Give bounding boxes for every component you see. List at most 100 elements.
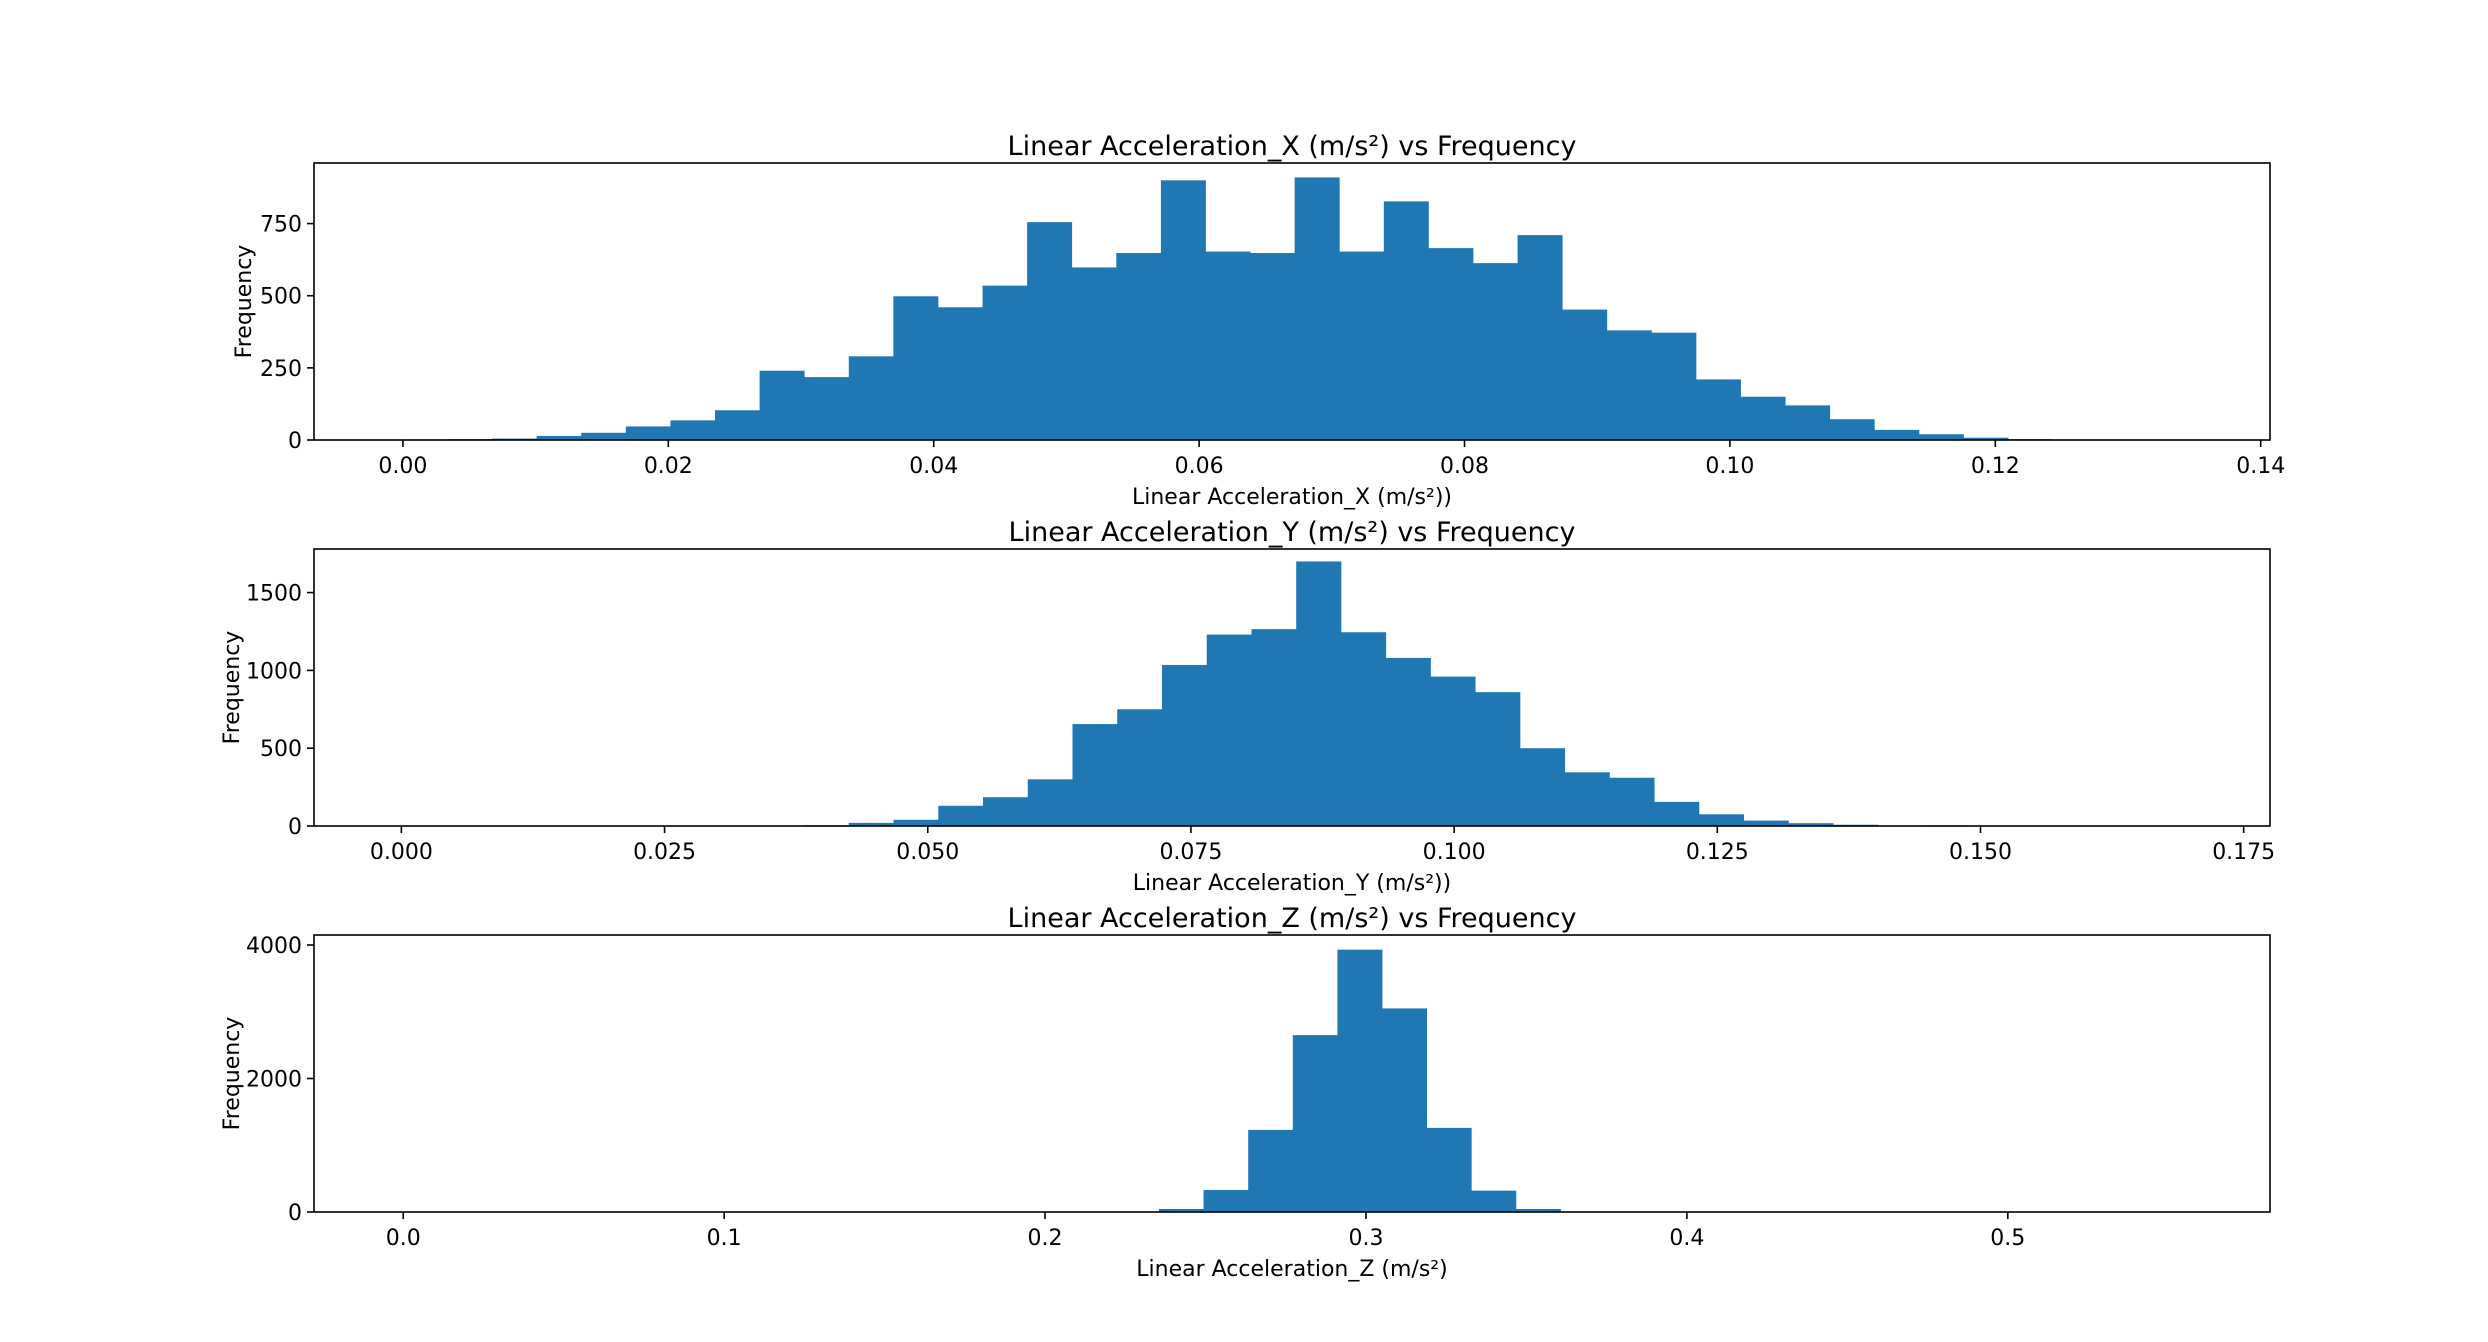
histogram-bar (1206, 634, 1252, 826)
histogram-bar (625, 426, 671, 440)
x-tick-label: 0.1 (707, 1226, 742, 1251)
x-tick-label: 0.075 (1159, 840, 1222, 865)
histogram-bar (1071, 267, 1117, 440)
x-tick-label: 0.00 (378, 454, 427, 479)
histogram-bar (1918, 434, 1964, 440)
x-tick-label: 0.100 (1423, 840, 1486, 865)
histogram-bar (1426, 1127, 1472, 1212)
plot-frame (313, 548, 2271, 827)
subplot-3: 0.0 0.1 0.2 0.3 0.4 0.5 0 2000 4000 Linear Accele… (220, 903, 2271, 1282)
histogram-bar (1475, 692, 1521, 826)
chart-title: Linear Acceleration_Y (m/s²) vs Frequenc… (1009, 517, 1576, 548)
histogram-bar (1743, 820, 1789, 826)
x-tick-label: 0.5 (1990, 1226, 2025, 1251)
histogram-bar (715, 410, 761, 440)
x-tick-label: 0.04 (909, 454, 958, 479)
y-tick-label: 500 (260, 737, 302, 762)
x-tick-label: 0.02 (644, 454, 693, 479)
x-tick-label: 0.14 (2236, 454, 2285, 479)
y-tick-label: 0 (288, 1201, 302, 1226)
histogram-bar (536, 435, 582, 440)
chart-title: Linear Acceleration_X (m/s²) vs Frequenc… (1008, 131, 1577, 162)
x-tick-label: 0.175 (2212, 840, 2275, 865)
histogram-bar (1251, 629, 1297, 826)
histogram-bar (1027, 222, 1073, 440)
histogram-bar (983, 797, 1029, 826)
histogram-bar (1651, 332, 1697, 440)
y-axis-label: Frequency (220, 1017, 245, 1131)
histogram-bar (1473, 263, 1518, 440)
x-tick-label: 0.2 (1028, 1226, 1063, 1251)
x-tick-label: 0.10 (1705, 454, 1754, 479)
histogram-bar (1203, 1189, 1249, 1212)
histogram-bar (1383, 201, 1429, 440)
x-axis-label: Linear Acceleration_Y (m/s²)) (1133, 871, 1451, 896)
histogram-bar (1161, 664, 1208, 826)
histogram-bar (1562, 309, 1608, 440)
histogram-bar (1292, 1035, 1338, 1212)
x-tick-label: 0.000 (370, 840, 433, 865)
histogram-bar (893, 819, 939, 826)
histogram-bar (1027, 779, 1073, 826)
histogram-bar (1428, 248, 1474, 440)
histogram-bar (1740, 396, 1786, 440)
histogram-bar (1250, 253, 1296, 440)
histogram-bar (1205, 251, 1251, 440)
histogram-bar (1116, 253, 1162, 440)
histogram-bar (1160, 180, 1206, 440)
subplot-2: 0.000 0.025 0.050 0.075 0.100 0.125 0.150 0.175… (220, 517, 2275, 896)
y-tick-label: 0 (288, 815, 302, 840)
histogram-bar (1340, 632, 1387, 826)
y-tick-label: 1000 (246, 659, 302, 684)
x-tick-label: 0.08 (1440, 454, 1489, 479)
y-tick-label: 2000 (246, 1068, 302, 1093)
x-tick-label: 0.150 (1949, 840, 2012, 865)
histogram-bar (848, 822, 894, 826)
y-tick-label: 0 (288, 429, 302, 454)
y-tick-label: 500 (260, 285, 302, 310)
histogram-bars (402, 177, 2143, 441)
x-axis-label: Linear Acceleration_X (m/s²)) (1132, 485, 1452, 510)
histogram-bar (1829, 419, 1875, 440)
x-tick-label: 0.025 (633, 840, 696, 865)
x-tick-label: 0.0 (386, 1226, 421, 1251)
histogram-bar (1695, 379, 1741, 440)
histogram-bars (1158, 949, 1561, 1212)
histogram-bar (982, 285, 1028, 440)
x-axis-label: Linear Acceleration_Z (m/s²) (1136, 1257, 1447, 1282)
histogram-bar (848, 356, 894, 440)
histogram-bar (1337, 949, 1383, 1212)
histogram-bar (1515, 1208, 1561, 1212)
histogram-bar (1471, 1190, 1517, 1212)
y-tick-label: 4000 (246, 934, 302, 959)
histogram-bar (1519, 748, 1566, 826)
y-axis-label: Frequency (232, 245, 257, 359)
histogram-bar (759, 370, 805, 440)
x-tick-label: 0.125 (1686, 840, 1749, 865)
y-axis-label: Frequency (220, 631, 245, 745)
plot-frame (313, 934, 2271, 1213)
x-tick-label: 0.06 (1175, 454, 1224, 479)
histogram-bar (581, 432, 627, 440)
x-tick-label: 0.050 (896, 840, 959, 865)
x-tick-label: 0.3 (1348, 1226, 1383, 1251)
histogram-bar (1072, 724, 1118, 826)
histogram-bar (1248, 1129, 1294, 1212)
histogram-bar (1294, 177, 1340, 441)
histogram-bar (1339, 251, 1385, 440)
plot-frame (313, 162, 2271, 441)
chart-title: Linear Acceleration_Z (m/s²) vs Frequenc… (1008, 903, 1577, 934)
histogram-bar (1654, 801, 1700, 826)
histogram-bar (1385, 657, 1431, 826)
y-tick-label: 250 (260, 357, 302, 382)
x-tick-label: 0.4 (1669, 1226, 1704, 1251)
histogram-bar (1517, 235, 1563, 440)
histogram-bar (1382, 1008, 1428, 1212)
histogram-bar (1788, 823, 1834, 826)
subplot-1: 0.00 0.02 0.04 0.06 0.08 0.10 0.12 0.14 0 250 500 7… (232, 131, 2285, 510)
histogram-bar (1785, 405, 1831, 440)
histogram-bars (580, 561, 1968, 827)
histogram-bar (1296, 561, 1342, 826)
histogram-bar (1158, 1208, 1204, 1212)
